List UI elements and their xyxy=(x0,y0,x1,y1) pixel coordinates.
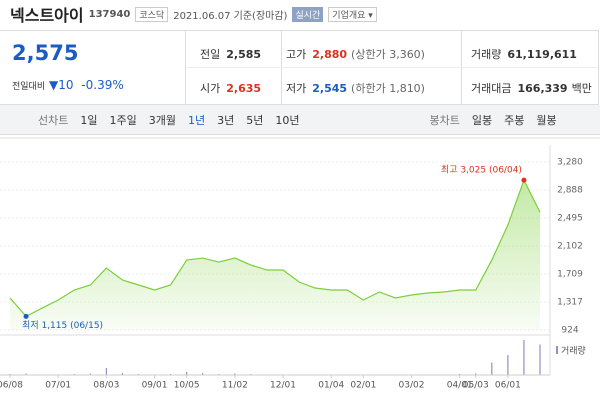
candle-tab[interactable]: 일봉 xyxy=(471,113,493,127)
period-tab[interactable]: 1주일 xyxy=(109,113,137,127)
y-tick-label: 2,102 xyxy=(557,242,583,252)
area xyxy=(10,180,540,330)
market: 코스닥 xyxy=(135,6,169,22)
x-tick-label: 05/03 xyxy=(463,381,489,391)
stat-value: 2,545 xyxy=(312,82,348,95)
price-line xyxy=(9,178,541,318)
stat: 전일 2,585 xyxy=(200,46,261,62)
company-info-button[interactable]: 기업개요 ▾ xyxy=(328,6,377,22)
volume-bar xyxy=(507,355,509,375)
stat-value: 166,339 xyxy=(517,82,568,95)
period-tab[interactable]: 3년 xyxy=(217,113,235,127)
period-tab[interactable]: 3개월 xyxy=(148,113,176,127)
candle-tab[interactable]: 주봉 xyxy=(504,113,525,127)
volume-bar xyxy=(523,340,525,375)
x-tick-label: 07/01 xyxy=(45,381,71,391)
stat: 시가 2,635 xyxy=(200,80,261,96)
realtime-button[interactable]: 실시간 xyxy=(292,6,324,22)
y-tick-label: 924 xyxy=(561,326,578,336)
period-tab[interactable]: 10년 xyxy=(275,113,300,127)
x-tick-label: 04/01 xyxy=(447,381,473,391)
stat-label: 시가 xyxy=(200,82,221,95)
x-tick-label: 12/01 xyxy=(270,381,296,391)
stats: 전일 2,585 고가 2,880 (상한가 3,360) 거래량 61,119,611 시가… xyxy=(186,31,598,104)
x-tick-label: 09/01 xyxy=(142,381,168,391)
stat: 고가 2,880 (상한가 3,360) xyxy=(286,46,425,62)
tab-label: 봉차트 xyxy=(429,113,460,127)
x-tick-label: 06/08 xyxy=(0,381,23,391)
stat-label: 고가 xyxy=(286,48,307,61)
current-price: 2,575 xyxy=(12,41,79,65)
volume-bar xyxy=(105,368,107,375)
tab-label: 선차트 xyxy=(38,113,69,127)
max-label: 최고 3,025 (06/04) xyxy=(441,165,522,176)
date: 2021.06.07 기준(장마감) xyxy=(173,10,288,22)
volume-legend: 거래량 xyxy=(561,345,586,357)
change-label: 전일대비 xyxy=(12,82,46,92)
x-tick-label: 08/03 xyxy=(93,381,119,391)
change-value: ▼10 xyxy=(48,78,74,92)
stat: 거래대금 166,339 백만 xyxy=(471,80,592,96)
stat-label: 저가 xyxy=(286,82,307,95)
volume-bar xyxy=(234,373,236,375)
period-tab[interactable]: 1년 xyxy=(188,113,206,127)
volume-bar xyxy=(121,373,124,375)
volume-bar xyxy=(475,373,477,375)
change-amount: 10 xyxy=(58,78,74,92)
volume-bar xyxy=(25,373,27,375)
stat-value: 61,119,611 xyxy=(507,48,577,61)
stat-value: 2,635 xyxy=(226,82,262,95)
candle-tab[interactable]: 월봉 xyxy=(536,113,557,127)
stat-label: 거래대금 xyxy=(471,82,512,95)
y-tick-label: 2,888 xyxy=(557,185,583,195)
y-tick-label: 1,317 xyxy=(557,297,583,307)
x-tick-label: 02/01 xyxy=(350,381,376,391)
volume-bar xyxy=(186,372,188,375)
max-dot xyxy=(521,177,527,183)
stat-label: 거래량 xyxy=(471,48,502,61)
stat-note: (하한가 1,810) xyxy=(351,82,425,95)
y-tick-label: 1,709 xyxy=(557,270,583,280)
stat: 저가 2,545 (하한가 1,810) xyxy=(286,80,425,96)
x-tick-label: 06/01 xyxy=(495,381,521,391)
stat-note: (상한가 3,360) xyxy=(351,48,425,61)
y-tick-label: 3,280 xyxy=(557,158,583,168)
company-info[interactable]: 기업개요 xyxy=(332,10,366,21)
header: 넥스트아이 137940 코스닥 2021.06.07 기준(장마감) 실시간 … xyxy=(0,0,600,28)
separator xyxy=(186,67,598,68)
x-tick-label: 03/02 xyxy=(399,381,425,391)
stock-code: 137940 xyxy=(88,8,131,20)
price-box: 2,575 전일대비 ▼10 -0.39% 전일 2,585 고가 2,880 (상한가… xyxy=(0,30,599,105)
change-rate: -0.39% xyxy=(81,78,124,92)
x-tick-label: 11/02 xyxy=(222,381,248,391)
min-dot xyxy=(23,313,29,319)
period-tab[interactable]: 1일 xyxy=(80,113,98,127)
volume-bar xyxy=(491,362,493,375)
stat-label: 전일 xyxy=(200,48,221,61)
stat-value: 2,585 xyxy=(226,48,262,61)
stat-value: 2,880 xyxy=(312,48,348,61)
period-tab[interactable]: 5년 xyxy=(246,113,264,127)
stat-unit: 백만 xyxy=(571,82,592,95)
tab-bar: 선차트 1일 1주일 3개월 1년 3년 5년 10년 봉차트 일봉 주봉 월봉 xyxy=(0,105,600,135)
volume-legend-icon xyxy=(556,346,558,354)
stock-name: 넥스트아이 xyxy=(10,6,84,25)
volume-bar xyxy=(89,373,91,375)
volume-bar xyxy=(539,344,541,375)
x-tick-label: 10/05 xyxy=(174,381,200,391)
stat: 거래량 61,119,611 xyxy=(471,46,577,62)
x-tick-label: 01/04 xyxy=(318,381,344,391)
change: 전일대비 ▼10 -0.39% xyxy=(12,78,124,92)
volume-bar xyxy=(202,373,204,375)
y-tick-label: 2,495 xyxy=(557,213,583,223)
min-label: 최저 1,115 (06/15) xyxy=(22,320,103,331)
chart: 3,280 2,888 2,495 2,102 1,709 1,317 924 최고 3,02… xyxy=(0,137,600,391)
price-panel: 2,575 전일대비 ▼10 -0.39% xyxy=(0,31,186,104)
